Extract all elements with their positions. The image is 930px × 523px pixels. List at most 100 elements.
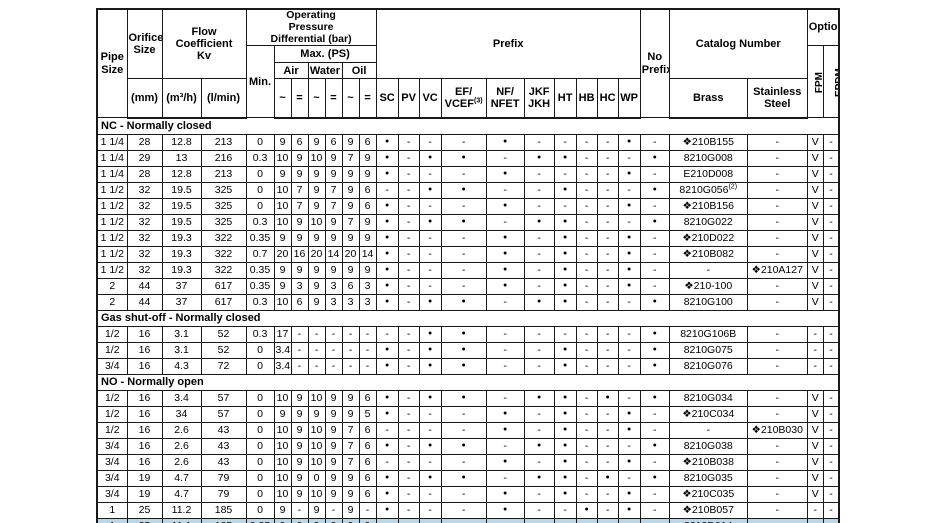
prefix-nf-nfet-cell: - — [485, 149, 525, 167]
water-dc-cell: 9 — [324, 213, 343, 231]
prefix-ef-vcef-cell: ● — [440, 389, 487, 407]
pipe-size-cell: 2 — [96, 277, 128, 295]
prefix-ht-cell: ● — [553, 469, 577, 487]
table-row: 2 44 37 617 0.35 9 3 9 3 6 3 ● - - - ● - ● - - ● - ❖210-100- V - — [96, 277, 840, 295]
prefix-vc-cell: ● — [418, 437, 442, 455]
water-ac-cell: - — [307, 341, 326, 359]
prefix-wp-cell: ● — [617, 405, 641, 423]
oil-dc-cell: 6 — [358, 485, 377, 503]
kv-lmin-cell: 213 — [200, 165, 247, 183]
water-ac-cell: 10 — [307, 389, 326, 407]
prefix-sc-cell: ● — [375, 229, 399, 247]
no-prefix-cell: - — [639, 517, 670, 523]
kv-m3h-cell: 2.6 — [161, 437, 202, 455]
option-epdm-cell: - — [822, 261, 840, 279]
section-title: NO - Normally open — [96, 373, 840, 391]
table-row: 1 1/2 32 19.5 325 0 10 7 9 7 9 6 ● - - - ● - - - - ● - ❖210B15… — [96, 197, 840, 215]
prefix-hb-cell: - — [575, 357, 598, 375]
prefix-hc-cell: - — [596, 341, 619, 359]
prefix-nf-nfet-cell: ● — [485, 229, 525, 247]
kv-m3h-cell: 19.3 — [161, 229, 202, 247]
prefix-hb-cell: - — [575, 149, 598, 167]
col-header-brass: Brass — [668, 78, 748, 119]
air-ac-cell: 17 — [273, 325, 292, 343]
oil-ac-cell: 7 — [341, 149, 360, 167]
water-dc-cell: 9 — [324, 421, 343, 439]
air-dc-cell: 9 — [290, 421, 309, 439]
prefix-hb-cell: - — [575, 165, 598, 183]
prefix-ht-cell: ● — [553, 293, 577, 311]
prefix-ef-vcef-cell: ● — [440, 149, 487, 167]
oil-ac-cell: - — [341, 325, 360, 343]
prefix-jkf-jkh-cell: - — [523, 181, 555, 199]
option-fpm-cell: V — [806, 229, 824, 247]
catalog-stainless-cell: - — [746, 197, 808, 215]
option-epdm-cell: - — [822, 229, 840, 247]
kv-m3h-cell: 11.1 — [161, 517, 202, 523]
prefix-wp-cell: ● — [617, 501, 641, 519]
prefix-jkf-jkh-cell: - — [523, 229, 555, 247]
air-dc-cell: 9 — [290, 453, 309, 471]
kv-m3h-cell: 3.4 — [161, 389, 202, 407]
kv-lmin-cell: 52 — [200, 341, 247, 359]
prefix-hc-cell: - — [596, 485, 619, 503]
kv-lmin-cell: 322 — [200, 261, 247, 279]
prefix-ht-cell: ● — [553, 261, 577, 279]
no-prefix-cell: ● — [639, 181, 670, 199]
water-ac-cell: 9 — [307, 229, 326, 247]
prefix-ef-vcef-cell: - — [440, 453, 487, 471]
option-fpm-cell: - — [806, 501, 824, 519]
option-epdm-cell: - — [822, 181, 840, 199]
prefix-sc-cell: ● — [375, 405, 399, 423]
oil-ac-cell: 9 — [341, 229, 360, 247]
prefix-sc-cell: ● — [375, 469, 399, 487]
prefix-ef-vcef-cell: - — [440, 517, 487, 523]
prefix-hc-cell: - — [596, 325, 619, 343]
prefix-ht-cell: ● — [553, 341, 577, 359]
air-ac-cell: 9 — [273, 165, 292, 183]
prefix-pv-cell: - — [397, 389, 420, 407]
prefix-hc-cell: - — [596, 501, 619, 519]
water-dc-cell: 3 — [324, 293, 343, 311]
col-header-orifice-unit: (mm) — [126, 78, 163, 119]
water-dc-cell: 9 — [324, 453, 343, 471]
table-row: 3/4 19 4.7 79 0 10 9 10 9 9 6 ● - - - ● - ● - - ● - ❖210C035- V… — [96, 485, 840, 503]
prefix-wp-cell: - — [617, 437, 641, 455]
oil-dc-cell: 9 — [358, 149, 377, 167]
air-ac-cell: 10 — [273, 213, 292, 231]
orifice-mm-cell: 16 — [126, 357, 163, 375]
prefix-wp-cell: ● — [617, 197, 641, 215]
prefix-sc-cell: ● — [375, 213, 399, 231]
catalog-brass-cell: 8210D014 — [668, 517, 748, 523]
prefix-hb-cell: - — [575, 453, 598, 471]
air-dc-cell: 6 — [290, 293, 309, 311]
option-epdm-cell: - — [822, 245, 840, 263]
kv-lmin-cell: 325 — [200, 197, 247, 215]
oil-ac-cell: 7 — [341, 421, 360, 439]
option-fpm-cell: V — [806, 469, 824, 487]
prefix-nf-nfet-cell: ● — [485, 421, 525, 439]
prefix-wp-cell: - — [617, 149, 641, 167]
min-pressure-cell: 0 — [245, 453, 275, 471]
catalog-stainless-cell: - — [746, 453, 808, 471]
prefix-wp-cell: - — [617, 341, 641, 359]
prefix-hc-cell: - — [596, 277, 619, 295]
catalog-brass-cell: 8210G076 — [668, 357, 748, 375]
catalog-stainless-cell: ❖210B030 — [746, 421, 808, 439]
min-pressure-cell: 0 — [245, 197, 275, 215]
oil-ac-cell: 9 — [341, 133, 360, 151]
no-prefix-cell: ● — [639, 389, 670, 407]
water-ac-cell: 9 — [307, 405, 326, 423]
prefix-hc-cell: - — [596, 405, 619, 423]
no-prefix-cell: ● — [639, 357, 670, 375]
col-header-prefix-vc: VC — [418, 78, 442, 119]
prefix-vc-cell: - — [418, 421, 442, 439]
prefix-pv-cell: - — [397, 485, 420, 503]
prefix-jkf-jkh-cell: - — [523, 133, 555, 151]
prefix-hc-cell: - — [596, 149, 619, 167]
prefix-ef-vcef-cell: - — [440, 277, 487, 295]
catalog-brass-cell: ❖210B156 — [668, 197, 748, 215]
orifice-mm-cell: 16 — [126, 341, 163, 359]
prefix-pv-cell: - — [397, 213, 420, 231]
prefix-vc-cell: - — [418, 405, 442, 423]
